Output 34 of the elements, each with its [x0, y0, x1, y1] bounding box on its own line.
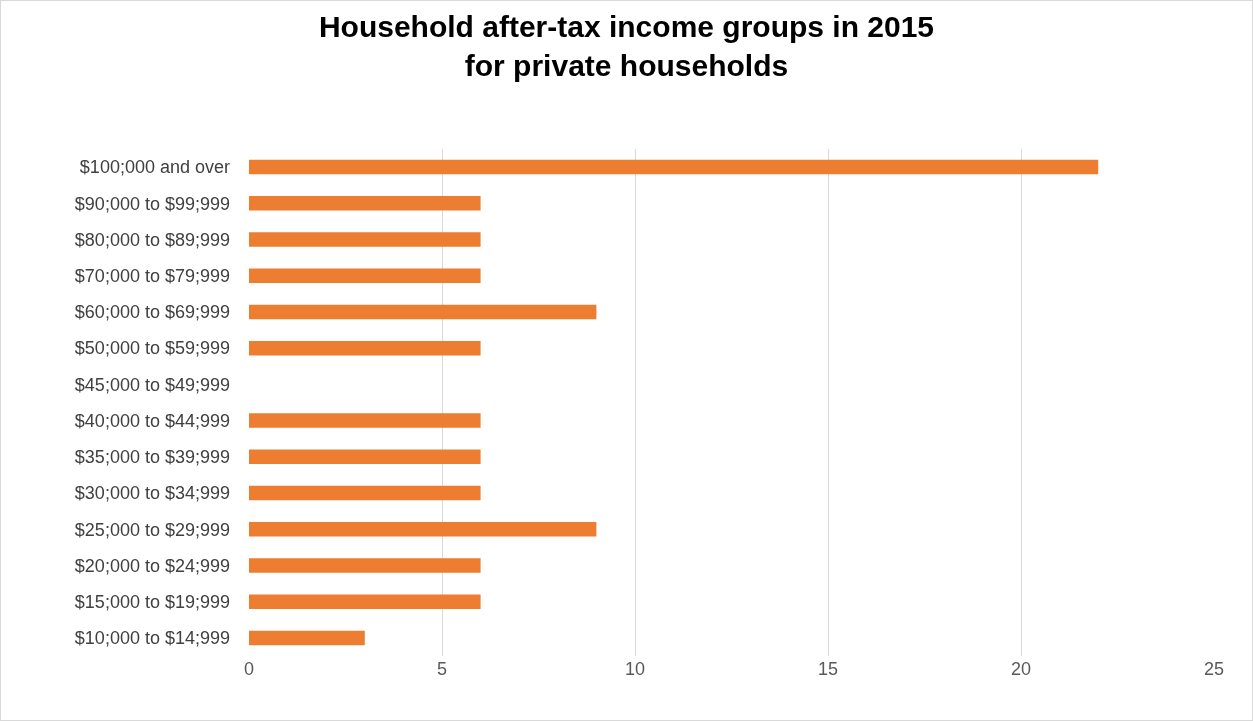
bar [249, 232, 481, 247]
x-tick-label: 10 [624, 659, 646, 679]
x-tick-label: 0 [243, 659, 255, 679]
y-tick-label: $90;000 to $99;999 [74, 193, 230, 214]
y-tick-label: $35;000 to $39;999 [74, 447, 230, 468]
y-tick-label: $70;000 to $79;999 [74, 266, 230, 287]
bar [249, 304, 597, 320]
y-tick-label: $80;000 to $89;999 [74, 229, 230, 250]
bar [249, 485, 481, 501]
bar [249, 340, 481, 356]
bar [249, 558, 481, 573]
bar [249, 594, 481, 609]
y-tick-label: $20;000 to $24;999 [74, 555, 230, 576]
y-tick-label: $100;000 and over [79, 157, 230, 178]
x-tick-label: 25 [1203, 659, 1225, 679]
chart-title: Household after-tax income groups in 2015 for private households [318, 9, 935, 82]
bar [249, 630, 365, 646]
x-tick-label: 5 [436, 659, 448, 679]
bar [249, 268, 481, 283]
bar [249, 413, 481, 428]
y-tick-label: $45;000 to $49;999 [74, 374, 230, 395]
y-tick-label: $60;000 to $69;999 [74, 302, 230, 323]
y-tick-label: $10;000 to $14;999 [74, 628, 230, 649]
y-tick-label: $50;000 to $59;999 [74, 338, 230, 359]
y-tick-label: $25;000 to $29;999 [74, 519, 230, 540]
x-tick-label: 20 [1010, 659, 1032, 679]
x-tick-label: 15 [817, 659, 839, 679]
bar [249, 449, 481, 465]
bar [249, 522, 597, 537]
bar [249, 159, 1099, 175]
y-tick-label: $15;000 to $19;999 [74, 591, 230, 612]
bar [249, 196, 481, 211]
y-tick-label: $30;000 to $34;999 [74, 483, 230, 504]
y-tick-label: $40;000 to $44;999 [74, 410, 230, 431]
